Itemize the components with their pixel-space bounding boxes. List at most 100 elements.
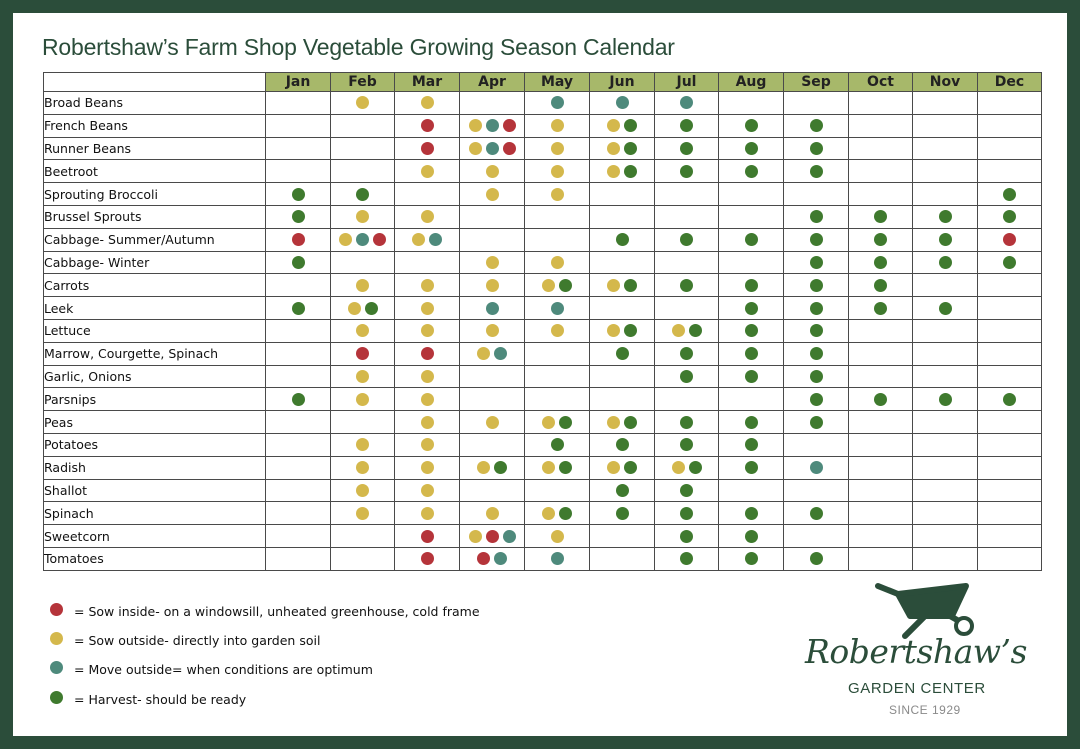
month-cell xyxy=(524,455,590,480)
harvest-dot-icon xyxy=(680,347,693,361)
month-header: Dec xyxy=(977,72,1042,92)
month-cell xyxy=(589,273,655,298)
page-title: Robertshaw’s Farm Shop Vegetable Growing… xyxy=(42,34,675,60)
month-cell xyxy=(718,182,784,206)
month-cell xyxy=(912,250,978,275)
sow-outside-dot-icon xyxy=(356,392,369,406)
month-cell xyxy=(589,113,655,138)
month-cell xyxy=(330,318,395,343)
harvest-dot-icon xyxy=(744,529,758,543)
month-cell xyxy=(524,296,590,320)
harvest-dot-icon xyxy=(291,187,305,201)
logo-since: SINCE 1929 xyxy=(889,703,961,717)
table-row: Radish xyxy=(43,455,1042,480)
month-cell xyxy=(912,136,978,161)
move-outside-dot-icon xyxy=(356,233,369,247)
vegetable-name: Potatoes xyxy=(43,432,266,457)
harvest-dot-icon xyxy=(615,233,629,247)
harvest-dot-icon xyxy=(624,415,637,429)
sow-outside-dot-icon xyxy=(420,438,434,452)
month-header-row: Jan Feb Mar Apr May Jun Jul Aug Sep Oct … xyxy=(43,72,1042,92)
month-cell xyxy=(589,204,655,229)
month-cell xyxy=(848,524,913,548)
month-cell xyxy=(524,204,590,229)
sow-outside-dot-icon xyxy=(468,529,482,543)
month-cell xyxy=(459,524,525,548)
month-cell xyxy=(459,113,525,138)
month-cell xyxy=(977,455,1042,480)
month-cell xyxy=(848,250,913,275)
month-cell xyxy=(977,410,1042,434)
harvest-dot-icon xyxy=(356,187,369,201)
move-outside-dot-icon xyxy=(550,301,564,315)
vegetable-name: Shallot xyxy=(43,478,266,503)
month-cell xyxy=(654,387,719,412)
sow-inside-dot-icon xyxy=(420,141,434,155)
harvest-dot-icon xyxy=(680,233,693,247)
harvest-dot-icon xyxy=(680,483,693,497)
harvest-dot-icon xyxy=(809,347,823,361)
month-cell xyxy=(718,341,784,366)
vegetable-name: Peas xyxy=(43,410,266,434)
table-row: Peas xyxy=(43,410,1042,434)
month-cell xyxy=(524,546,590,571)
month-cell xyxy=(718,410,784,434)
month-cell xyxy=(265,273,331,298)
month-cell xyxy=(524,478,590,503)
table-row: Tomatoes xyxy=(43,546,1042,571)
month-cell xyxy=(394,546,460,571)
vegetable-name: Sweetcorn xyxy=(43,524,266,548)
month-cell xyxy=(524,410,590,434)
table-row: Sweetcorn xyxy=(43,524,1042,548)
month-cell xyxy=(912,159,978,184)
month-cell xyxy=(654,204,719,229)
sow-inside-dot-icon xyxy=(1003,233,1016,247)
harvest-dot-icon xyxy=(1003,187,1016,201)
month-cell xyxy=(589,250,655,275)
sow-inside-dot-icon xyxy=(291,233,305,247)
harvest-dot-icon xyxy=(291,301,305,315)
month-cell xyxy=(783,159,849,184)
harvest-dot-icon xyxy=(744,347,758,361)
month-cell xyxy=(394,136,460,161)
month-cell xyxy=(330,455,395,480)
month-cell xyxy=(912,387,978,412)
table-row: Spinach xyxy=(43,501,1042,526)
month-cell xyxy=(459,341,525,366)
month-cell xyxy=(848,478,913,503)
harvest-dot-icon xyxy=(1003,210,1016,224)
harvest-dot-icon xyxy=(559,278,572,292)
month-cell xyxy=(459,546,525,571)
month-cell xyxy=(718,136,784,161)
month-cell xyxy=(330,501,395,526)
harvest-dot-icon xyxy=(680,119,693,133)
month-cell xyxy=(654,432,719,457)
sow-outside-dot-icon xyxy=(347,301,361,315)
month-cell xyxy=(265,204,331,229)
month-cell xyxy=(589,524,655,548)
legend-label: = Sow outside- directly into garden soil xyxy=(74,633,321,648)
sow-outside-dot-icon xyxy=(607,278,620,292)
sow-outside-dot-icon xyxy=(550,164,564,178)
month-cell xyxy=(718,204,784,229)
month-cell xyxy=(524,387,590,412)
month-cell xyxy=(783,318,849,343)
month-cell xyxy=(977,91,1042,115)
sow-outside-dot-icon xyxy=(420,483,434,497)
month-cell xyxy=(848,410,913,434)
move-outside-dot-icon xyxy=(550,552,564,566)
month-cell xyxy=(783,250,849,275)
month-cell xyxy=(265,113,331,138)
sow-outside-dot-icon xyxy=(485,506,499,520)
month-cell xyxy=(524,524,590,548)
harvest-dot-icon xyxy=(291,392,305,406)
month-cell xyxy=(977,387,1042,412)
harvest-dot-icon xyxy=(680,278,693,292)
move-outside-dot-icon xyxy=(50,661,63,674)
month-cell xyxy=(912,455,978,480)
harvest-dot-icon xyxy=(809,506,823,520)
month-cell xyxy=(912,318,978,343)
month-cell xyxy=(330,91,395,115)
table-row: Broad Beans xyxy=(43,91,1042,115)
sow-outside-dot-icon xyxy=(607,461,620,475)
